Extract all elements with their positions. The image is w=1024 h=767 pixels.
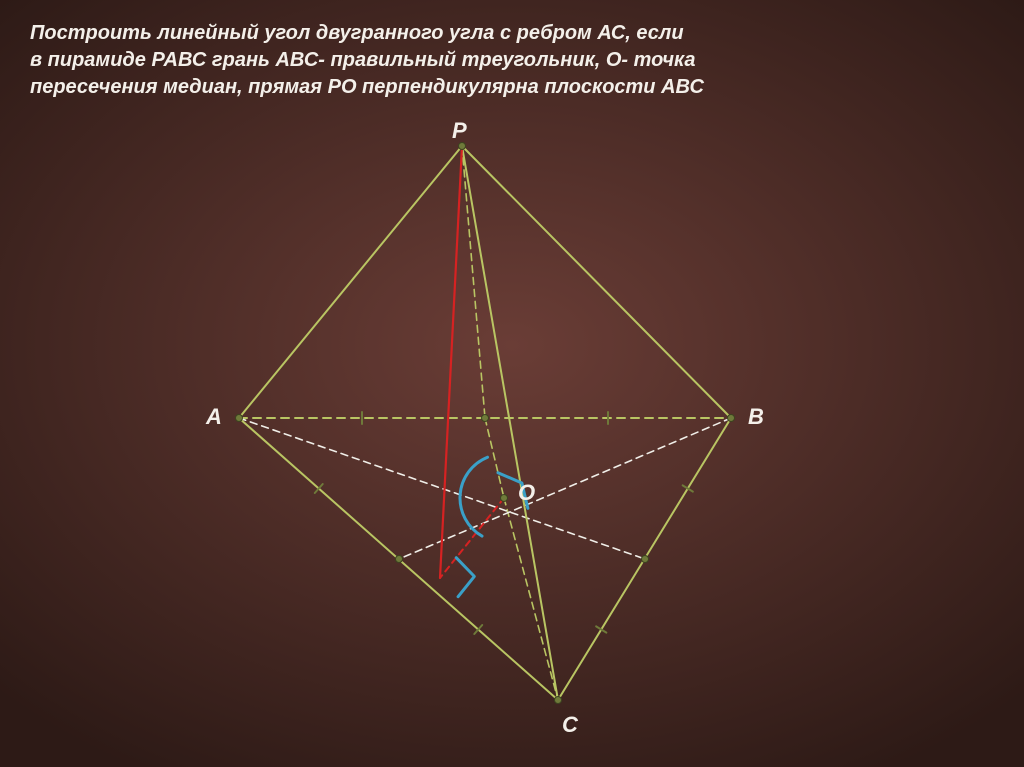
diagram-svg — [0, 0, 1024, 767]
vertex-label-C: С — [562, 712, 578, 738]
vertex-label-A: А — [206, 404, 222, 430]
vertex-label-P: Р — [452, 118, 467, 144]
vertex-label-O: О — [518, 480, 535, 506]
problem-title: Построить линейный угол двугранного угла… — [30, 20, 704, 101]
vertex-label-B: В — [748, 404, 764, 430]
